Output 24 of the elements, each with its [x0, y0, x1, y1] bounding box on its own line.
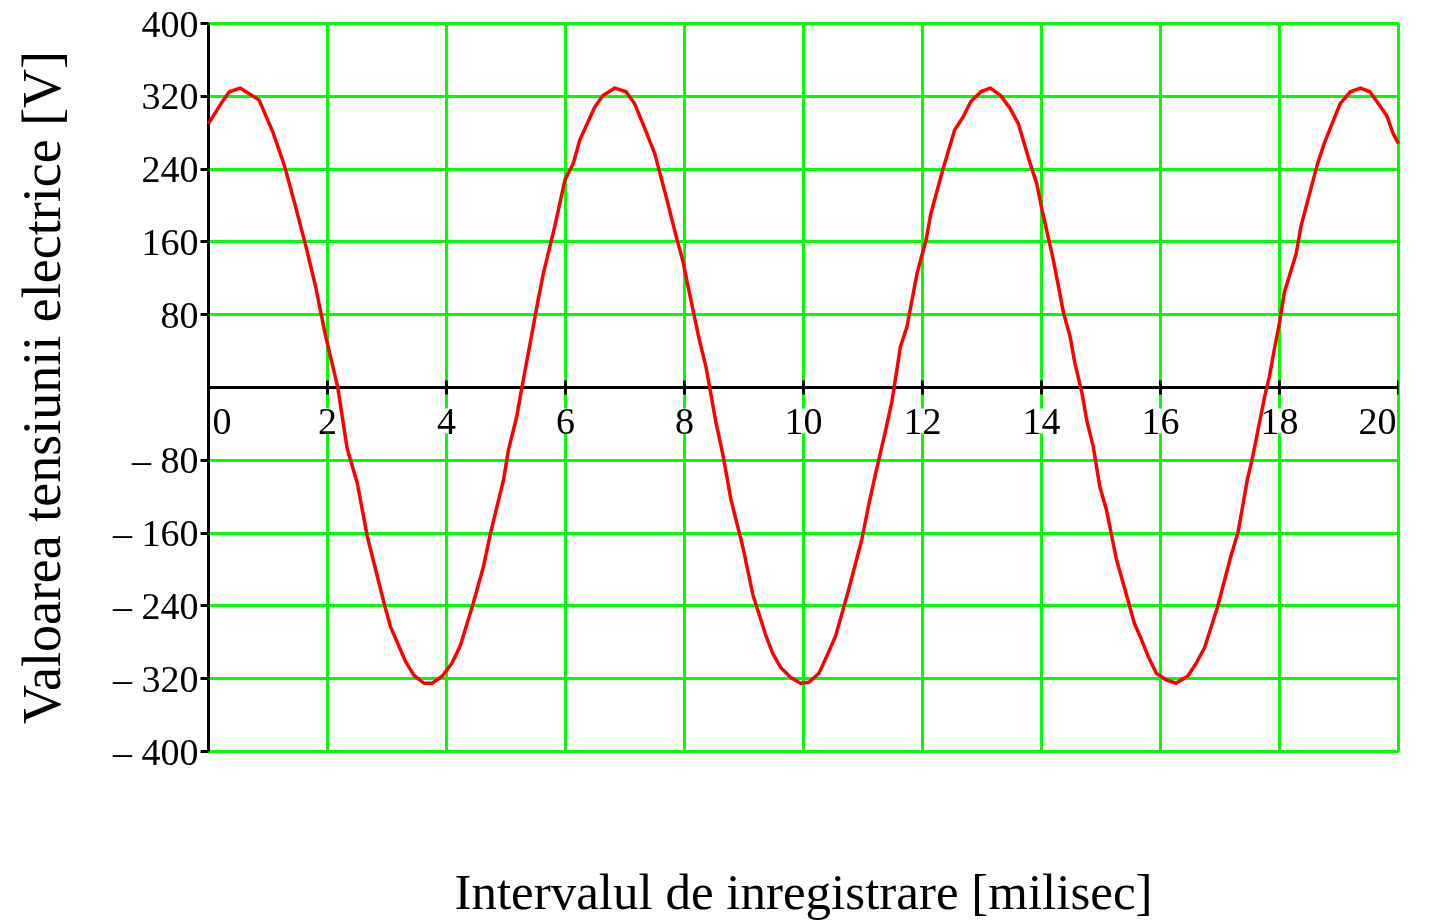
- y-tick-label: – 320: [112, 657, 199, 700]
- x-tick-label: 6: [556, 399, 575, 442]
- y-tick-label: 80: [160, 293, 199, 336]
- y-tick-label: 400: [141, 2, 199, 45]
- y-tick-label: – 240: [112, 584, 199, 627]
- x-tick-label: 16: [1141, 399, 1180, 442]
- x-tick-label: 14: [1022, 399, 1061, 442]
- x-tick-label: 20: [1358, 399, 1397, 442]
- y-tick-label: 160: [141, 220, 199, 263]
- y-axis-title: Valoarea tensiunii electrice [V]: [12, 50, 72, 725]
- x-axis-title: Intervalul de inregistrare [milisec]: [454, 863, 1153, 920]
- x-tick-label: 4: [437, 399, 456, 442]
- x-tick-label: 2: [318, 399, 337, 442]
- y-tick-label: – 400: [112, 730, 199, 773]
- line-series: [206, 86, 1401, 685]
- y-tick-label: 320: [141, 75, 199, 118]
- x-tick-label: 10: [784, 399, 823, 442]
- y-tick-label: 240: [141, 148, 199, 191]
- y-tick-label: – 80: [131, 439, 199, 482]
- x-tick-label: 8: [675, 399, 694, 442]
- y-tick-label: – 160: [112, 512, 199, 555]
- x-tick-label: 0: [212, 399, 232, 442]
- x-tick-label: 12: [903, 399, 942, 442]
- x-tick-label: 18: [1260, 399, 1299, 442]
